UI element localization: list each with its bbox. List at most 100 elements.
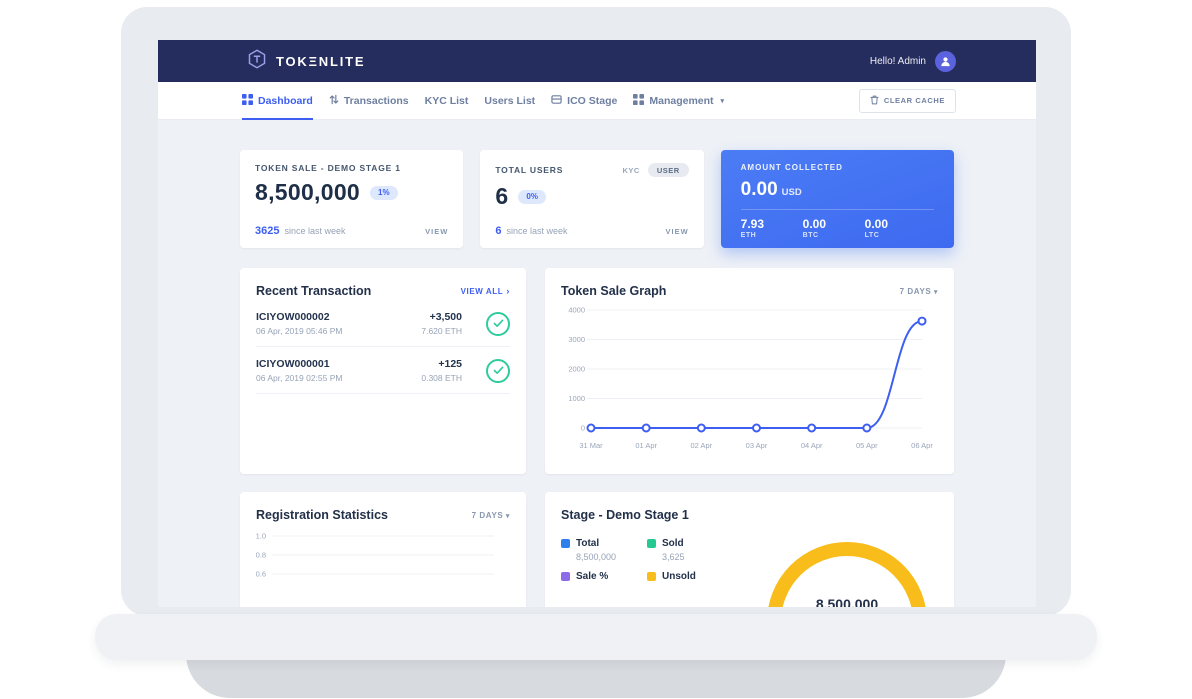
clear-cache-label: CLEAR CACHE [883, 96, 945, 105]
nav-label: ICO Stage [567, 94, 618, 107]
svg-text:0.6: 0.6 [256, 570, 266, 579]
total-users-value: 6 [495, 183, 509, 209]
card-title: Stage - Demo Stage 1 [561, 508, 689, 522]
app-screen: TOKΞNLITE Hello! Admin Dashboard [158, 40, 1036, 607]
percent-badge: 1% [370, 185, 398, 200]
legend-label: Sale % [576, 571, 609, 582]
nav-label: Dashboard [258, 94, 313, 107]
svg-text:2000: 2000 [568, 365, 585, 374]
transaction-id: ICIYOW000002 [256, 311, 330, 323]
nav-item-ico-stage[interactable]: ICO Stage [551, 82, 617, 120]
delta-value: 3625 [255, 225, 280, 237]
percent-badge: 0% [518, 189, 546, 204]
nav-item-dashboard[interactable]: Dashboard [242, 82, 313, 120]
legend-swatch-sold [647, 539, 656, 548]
legend-label: Sold [662, 538, 684, 549]
transaction-info: ICIYOW000002 06 Apr, 2019 05:46 PM [256, 311, 342, 336]
transaction-id: ICIYOW000001 [256, 358, 330, 370]
transaction-eth: 0.308 ETH [421, 373, 462, 383]
coin-value: 0.00 [802, 217, 827, 231]
nav-item-management[interactable]: Management [633, 82, 724, 120]
transaction-eth: 7.620 ETH [421, 326, 462, 336]
laptop-base [95, 614, 1097, 660]
period-dropdown[interactable]: 7 DAYS [472, 511, 510, 520]
view-all-link[interactable]: VIEW ALL [461, 286, 510, 296]
navbar: Dashboard Transactions KYC List Users Li… [158, 82, 1036, 120]
topbar: TOKΞNLITE Hello! Admin [158, 40, 1036, 82]
coin-totals: 7.93 ETH 0.00 BTC 0.00 LTC [740, 209, 934, 239]
tab-user[interactable]: USER [647, 163, 689, 177]
svg-text:06 Apr: 06 Apr [911, 441, 933, 450]
view-link[interactable]: VIEW [665, 227, 689, 236]
legend-swatch-sale [561, 572, 570, 581]
svg-text:1000: 1000 [568, 394, 585, 403]
coin-btc: 0.00 BTC [803, 217, 865, 239]
card-title: Token Sale Graph [561, 284, 667, 298]
svg-text:03 Apr: 03 Apr [746, 441, 768, 450]
legend-label: Total [576, 538, 600, 549]
transaction-row[interactable]: ICIYOW000002 06 Apr, 2019 05:46 PM +3,50… [256, 300, 510, 347]
legend-item-total: Total 8,500,000 [561, 538, 647, 571]
stats-row: TOKEN SALE - DEMO STAGE 1 8,500,000 1% 3… [240, 150, 954, 248]
management-grid-icon [633, 93, 645, 108]
total-users-stat-card: TOTAL USERS KYC USER 6 0% 6 since last w… [480, 150, 704, 248]
transaction-list: ICIYOW000002 06 Apr, 2019 05:46 PM +3,50… [240, 298, 526, 394]
legend-item-unsold: Unsold [647, 571, 733, 603]
transaction-date: 06 Apr, 2019 05:46 PM [256, 326, 343, 336]
token-sale-graph-card: Token Sale Graph 7 DAYS 0 1000 2000 3000 400… [545, 268, 954, 474]
nav-item-kyc-list[interactable]: KYC List [425, 82, 469, 120]
legend-item-sale-percent: Sale % [561, 571, 647, 603]
tab-kyc[interactable]: KYC [622, 165, 640, 175]
main-content: TOKEN SALE - DEMO STAGE 1 8,500,000 1% 3… [158, 120, 1036, 607]
legend-swatch-total [561, 539, 570, 548]
coin-value: 7.93 [740, 217, 765, 231]
stage-box-icon [551, 94, 562, 108]
gauge-value: 8,500,000 [815, 596, 879, 607]
stage-gauge-arc [768, 542, 926, 607]
user-avatar[interactable] [935, 50, 956, 72]
nav-label: Transactions [343, 94, 409, 107]
nav-item-users-list[interactable]: Users List [484, 82, 535, 120]
card-title: Recent Transaction [256, 284, 372, 298]
legend-swatch-unsold [647, 572, 656, 581]
card-title: Registration Statistics [256, 508, 388, 522]
middle-row: Recent Transaction VIEW ALL ICIYOW000002… [240, 268, 954, 474]
bottom-row: Registration Statistics 7 DAYS 1.0 0.8 0.6… [240, 492, 954, 607]
brand-name: TOKΞNLITE [276, 53, 366, 69]
legend-value [662, 585, 733, 594]
user-icon [941, 56, 950, 66]
delta-label: since last week [284, 226, 346, 236]
transaction-row[interactable]: ICIYOW000001 06 Apr, 2019 02:55 PM +125 … [256, 347, 510, 394]
amount-collected-card: AMOUNT COLLECTED 0.00 USD 7.93 ETH 0.00 … [720, 150, 954, 248]
transactions-arrows-icon [329, 94, 339, 108]
transaction-date: 06 Apr, 2019 02:55 PM [256, 373, 343, 383]
trash-icon [870, 95, 879, 107]
token-sale-value: 8,500,000 [255, 179, 361, 205]
period-dropdown[interactable]: 7 DAYS [900, 287, 938, 296]
svg-text:04 Apr: 04 Apr [801, 441, 823, 450]
gauge-text: 8,500,000 TLE [762, 596, 932, 607]
view-link[interactable]: VIEW [425, 227, 449, 236]
legend-item-sold: Sold 3,625 [647, 538, 733, 571]
transaction-amounts: +3,500 7.620 ETH [421, 311, 462, 336]
nav-item-transactions[interactable]: Transactions [329, 82, 409, 120]
transaction-info: ICIYOW000001 06 Apr, 2019 02:55 PM [256, 358, 342, 383]
amount-usd-value: 0.00 [740, 179, 778, 200]
brand-logo-icon [246, 48, 268, 75]
legend-value: 8,500,000 [576, 552, 617, 562]
success-check-icon [486, 311, 510, 336]
coin-label: LTC [864, 232, 880, 239]
token-sale-chart: 0 1000 2000 3000 4000 31 Mar 01 Apr 02 Apr 03 Ap… [568, 306, 933, 451]
stage-card: Stage - Demo Stage 1 Total 8,500,000 [545, 492, 954, 607]
token-sale-stat-card: TOKEN SALE - DEMO STAGE 1 8,500,000 1% 3… [240, 150, 464, 248]
coin-label: ETH [740, 232, 757, 239]
clear-cache-button[interactable]: CLEAR CACHE [858, 88, 956, 113]
coin-eth: 7.93 ETH [741, 217, 803, 239]
svg-text:0.8: 0.8 [256, 551, 266, 560]
stage-gauge: 8,500,000 TLE [762, 540, 932, 607]
users-kyc-toggle: KYC USER [617, 163, 689, 177]
topbar-right: Hello! Admin [870, 50, 956, 72]
card-title: AMOUNT COLLECTED [740, 163, 843, 172]
coin-value: 0.00 [864, 217, 889, 231]
nav-label: KYC List [424, 94, 469, 107]
